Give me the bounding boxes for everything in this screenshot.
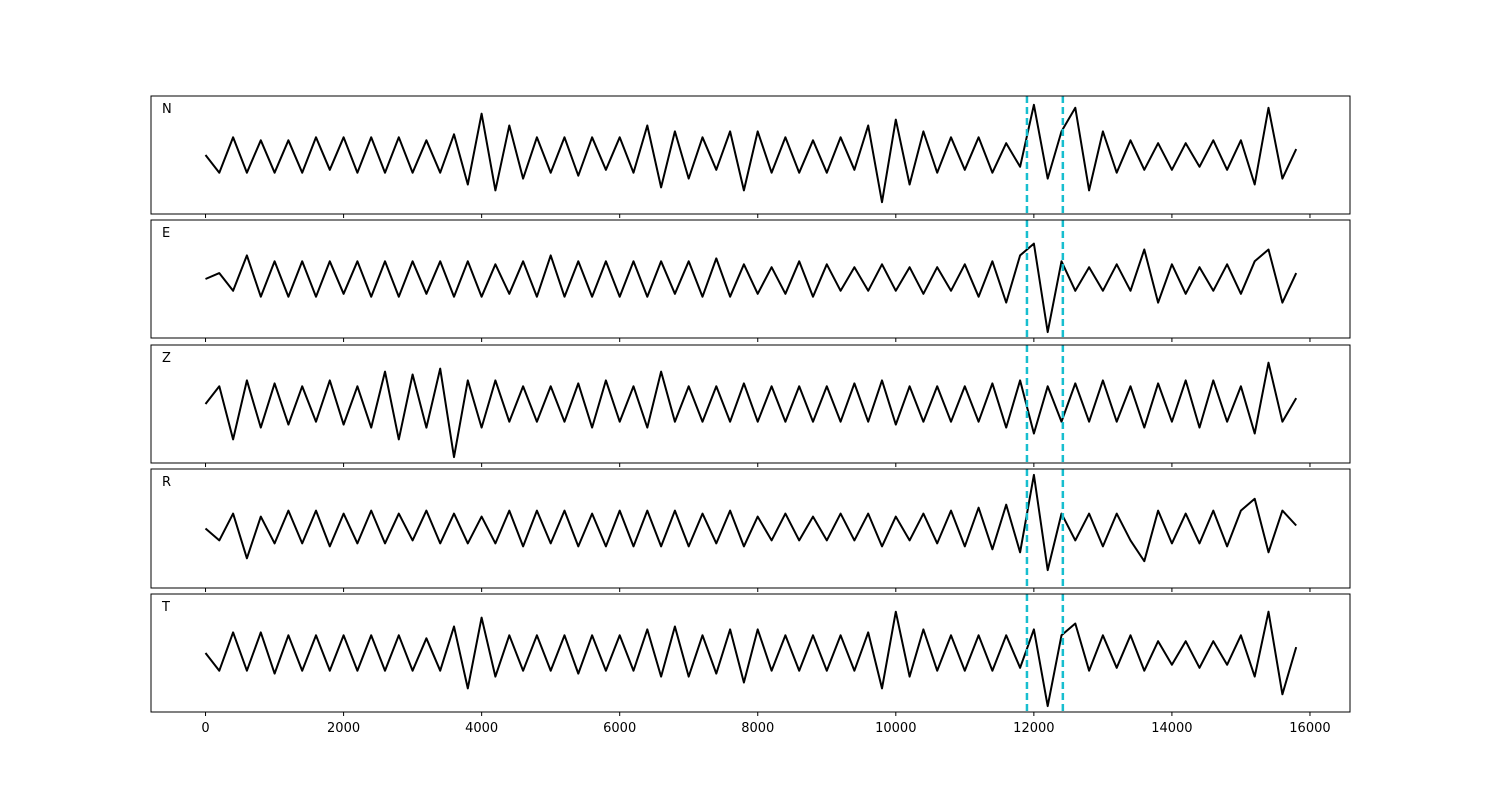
trace [204,610,1298,708]
x-tick-label: 8000 [741,721,774,736]
trace [204,361,1298,459]
x-tick-label: 0 [201,721,209,736]
panel-label: N [162,102,172,117]
panel-frame [150,219,1351,339]
x-tick-label: 12000 [1013,721,1054,736]
trace [204,103,1298,204]
x-tick-label: 6000 [603,721,636,736]
panel-frame [150,95,1351,215]
x-tick-label: 10000 [875,721,916,736]
panel-frame [150,344,1351,464]
x-tick-label: 2000 [327,721,360,736]
x-tick-label: 14000 [1151,721,1192,736]
panel-label: R [162,475,171,490]
trace [205,242,1298,334]
trace [204,473,1297,572]
panel-label: Z [162,351,171,366]
panel-frame [150,468,1351,589]
x-tick-label: 4000 [465,721,498,736]
panel-frame [150,593,1351,713]
x-tick-label: 16000 [1289,721,1330,736]
panel-label: E [162,226,170,241]
panel-label: T [161,600,170,615]
